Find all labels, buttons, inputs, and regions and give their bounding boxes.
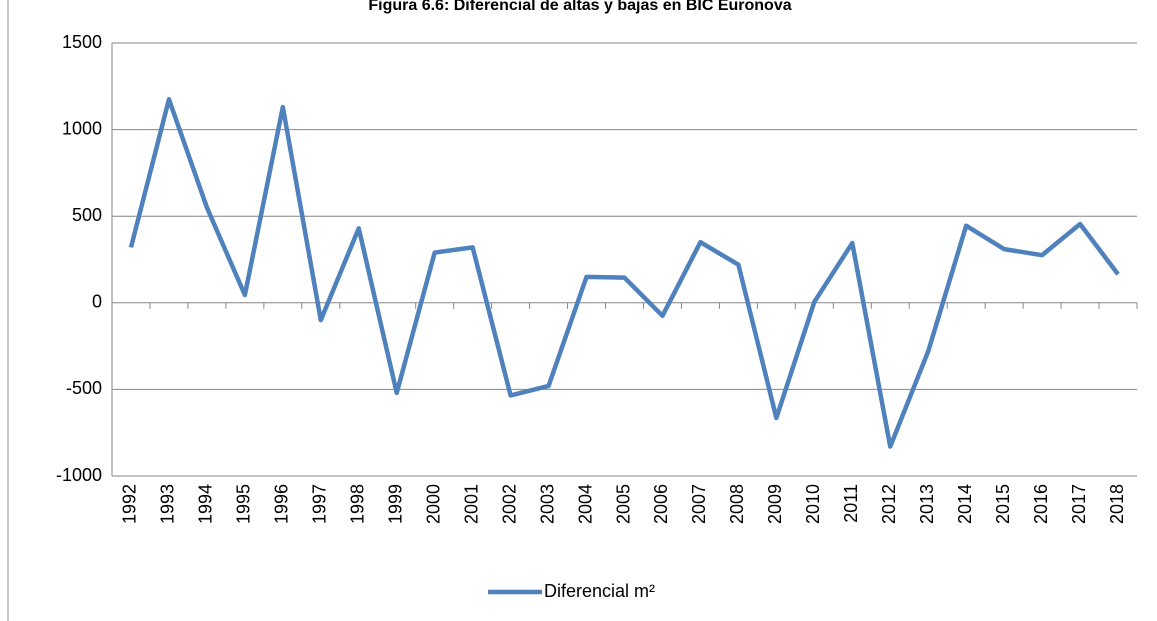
y-tick-label: 0 [92,292,102,312]
x-tick-label: 2010 [803,484,823,524]
y-tick-label: 1000 [62,118,102,138]
x-tick-label: 1999 [385,484,405,524]
x-tick-label: 2013 [917,484,937,524]
x-tick-label: 2001 [461,484,481,524]
y-tick-label: 1500 [62,32,102,52]
chart-title: Figura 6.6: Diferencial de altas y bajas… [368,0,791,14]
x-tick-label: 2014 [955,484,975,524]
x-tick-label: 2012 [879,484,899,524]
x-tick-label: 2004 [575,484,595,524]
x-tick-label: 2000 [423,484,443,524]
x-tick-label: 2005 [613,484,633,524]
x-tick-label: 2007 [689,484,709,524]
y-tick-label: -500 [66,378,102,398]
x-tick-label: 2017 [1069,484,1089,524]
x-tick-label: 2002 [499,484,519,524]
data-line [128,97,1120,449]
x-tick-label: 1993 [158,484,178,524]
x-tick-label: 1994 [196,484,216,524]
x-tick-label: 2008 [727,484,747,524]
x-tick-label: 2016 [1031,484,1051,524]
y-tick-label: -1000 [56,465,102,485]
x-tick-label: 2011 [841,484,861,523]
legend-label: Diferencial m² [544,581,655,601]
x-tick-label: 2018 [1107,484,1127,524]
x-tick-label: 2015 [993,484,1013,524]
x-tick-label: 1996 [272,484,292,524]
x-tick-label: 1998 [348,484,368,524]
x-tick-label: 2009 [765,484,785,524]
x-tick-label: 2003 [537,484,557,524]
x-tick-label: 2006 [651,484,671,524]
x-tick-label: 1992 [120,484,140,524]
x-tick-label: 1997 [310,484,330,524]
x-tick-label: 1995 [234,484,254,524]
y-tick-label: 500 [72,205,102,225]
